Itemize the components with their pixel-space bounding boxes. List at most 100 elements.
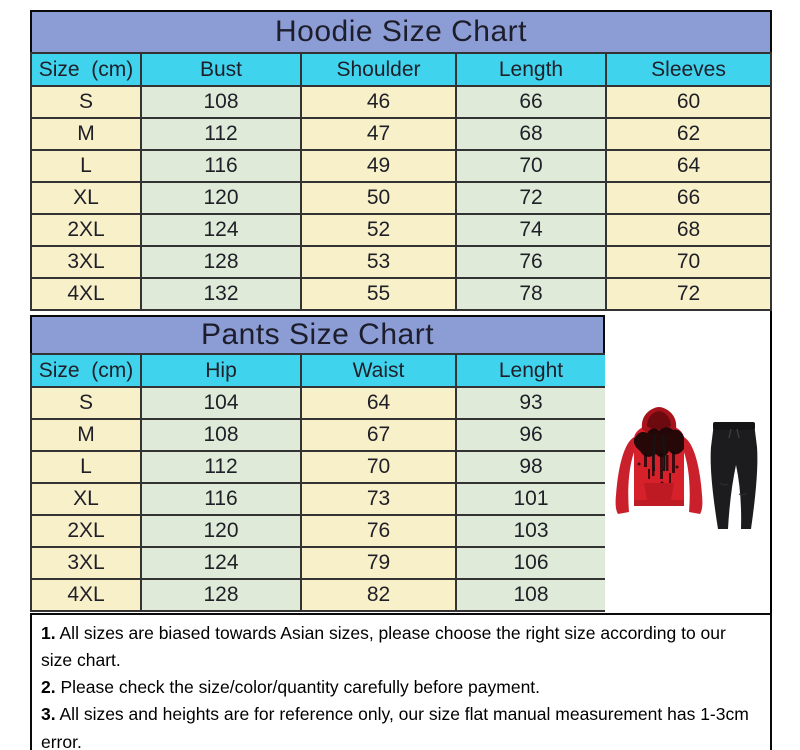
measurement-cell: 47 — [300, 117, 457, 151]
size-label-cell: 2XL — [30, 213, 142, 247]
measurement-cell: 112 — [140, 117, 302, 151]
measurement-cell: 64 — [300, 386, 457, 420]
size-row: M 112 47 68 62 — [30, 117, 772, 151]
measurement-cell: 104 — [140, 386, 302, 420]
size-chart-content: Hoodie Size Chart Size (cm) Bust Shoulder L… — [30, 10, 772, 750]
size-row: L 112 70 98 — [30, 450, 607, 484]
red-hoodie-and-black-pants-photo — [615, 407, 757, 529]
size-row: S 108 46 66 60 — [30, 85, 772, 119]
hoodie-header-row: Size (cm) Bust Shoulder Length Sleeves — [30, 52, 772, 87]
size-row: XL 120 50 72 66 — [30, 181, 772, 215]
column-header: Hip — [140, 353, 302, 388]
measurement-cell: 132 — [140, 277, 302, 311]
size-label-cell: XL — [30, 482, 142, 516]
column-header: Waist — [300, 353, 457, 388]
measurement-cell: 124 — [140, 213, 302, 247]
measurement-cell: 70 — [605, 245, 772, 279]
size-label-cell: 4XL — [30, 578, 142, 612]
measurement-cell: 74 — [455, 213, 607, 247]
measurement-cell: 101 — [455, 482, 607, 516]
measurement-cell: 98 — [455, 450, 607, 484]
column-header: Size (cm) — [30, 353, 142, 388]
size-row: XL 116 73 101 — [30, 482, 607, 516]
pants-size-table: Size (cm) Hip Waist Lenght S 104 64 93 M 108 67 96… — [30, 353, 607, 612]
column-header: Size (cm) — [30, 52, 142, 87]
size-row: 2XL 120 76 103 — [30, 514, 607, 548]
measurement-cell: 50 — [300, 181, 457, 215]
size-row: 3XL 124 79 106 — [30, 546, 607, 580]
column-header: Sleeves — [605, 52, 772, 87]
size-label-cell: 2XL — [30, 514, 142, 548]
measurement-cell: 128 — [140, 245, 302, 279]
measurement-cell: 53 — [300, 245, 457, 279]
size-row: 2XL 124 52 74 68 — [30, 213, 772, 247]
size-row: 4XL 132 55 78 72 — [30, 277, 772, 311]
pants-chart-title: Pants Size Chart — [30, 315, 605, 353]
measurement-cell: 60 — [605, 85, 772, 119]
measurement-cell: 96 — [455, 418, 607, 452]
measurement-cell: 82 — [300, 578, 457, 612]
measurement-cell: 66 — [455, 85, 607, 119]
size-row: L 116 49 70 64 — [30, 149, 772, 183]
column-header: Shoulder — [300, 52, 457, 87]
measurement-cell: 72 — [605, 277, 772, 311]
pants-chart-section: Pants Size Chart Size (cm) Hip Waist Lenght… — [30, 311, 607, 612]
notes-box: 1. All sizes are biased towards Asian si… — [30, 613, 772, 750]
column-header: Length — [455, 52, 607, 87]
measurement-cell: 108 — [140, 85, 302, 119]
measurement-cell: 55 — [300, 277, 457, 311]
size-label-cell: 3XL — [30, 546, 142, 580]
measurement-cell: 116 — [140, 149, 302, 183]
measurement-cell: 112 — [140, 450, 302, 484]
size-label-cell: L — [30, 149, 142, 183]
size-label-cell: S — [30, 85, 142, 119]
measurement-cell: 120 — [140, 181, 302, 215]
measurement-cell: 76 — [300, 514, 457, 548]
measurement-cell: 103 — [455, 514, 607, 548]
measurement-cell: 116 — [140, 482, 302, 516]
column-header: Bust — [140, 52, 302, 87]
size-label-cell: M — [30, 117, 142, 151]
column-header: Lenght — [455, 353, 607, 388]
measurement-cell: 76 — [455, 245, 607, 279]
note-line: 1. All sizes are biased towards Asian si… — [41, 623, 726, 671]
size-label-cell: S — [30, 386, 142, 420]
size-label-cell: L — [30, 450, 142, 484]
size-label-cell: XL — [30, 181, 142, 215]
product-photo-panel — [605, 311, 772, 613]
size-label-cell: 3XL — [30, 245, 142, 279]
measurement-cell: 52 — [300, 213, 457, 247]
hoodie-size-table: Size (cm) Bust Shoulder Length Sleeves S 108 4… — [30, 52, 772, 311]
measurement-cell: 79 — [300, 546, 457, 580]
measurement-cell: 46 — [300, 85, 457, 119]
size-label-cell: 4XL — [30, 277, 142, 311]
measurement-cell: 108 — [455, 578, 607, 612]
pants-and-photo-band: Pants Size Chart Size (cm) Hip Waist Lenght… — [30, 311, 772, 613]
pants-header-row: Size (cm) Hip Waist Lenght — [30, 353, 607, 388]
measurement-cell: 68 — [605, 213, 772, 247]
size-row: S 104 64 93 — [30, 386, 607, 420]
measurement-cell: 68 — [455, 117, 607, 151]
measurement-cell: 72 — [455, 181, 607, 215]
note-line: 2. Please check the size/color/quantity … — [41, 677, 541, 698]
measurement-cell: 128 — [140, 578, 302, 612]
measurement-cell: 70 — [455, 149, 607, 183]
measurement-cell: 124 — [140, 546, 302, 580]
measurement-cell: 70 — [300, 450, 457, 484]
size-label-cell: M — [30, 418, 142, 452]
hoodie-chart-title: Hoodie Size Chart — [30, 10, 772, 52]
measurement-cell: 49 — [300, 149, 457, 183]
size-row: 4XL 128 82 108 — [30, 578, 607, 612]
size-row: M 108 67 96 — [30, 418, 607, 452]
measurement-cell: 108 — [140, 418, 302, 452]
measurement-cell: 64 — [605, 149, 772, 183]
measurement-cell: 73 — [300, 482, 457, 516]
measurement-cell: 78 — [455, 277, 607, 311]
measurement-cell: 106 — [455, 546, 607, 580]
size-row: 3XL 128 53 76 70 — [30, 245, 772, 279]
measurement-cell: 93 — [455, 386, 607, 420]
measurement-cell: 66 — [605, 181, 772, 215]
measurement-cell: 120 — [140, 514, 302, 548]
measurement-cell: 62 — [605, 117, 772, 151]
